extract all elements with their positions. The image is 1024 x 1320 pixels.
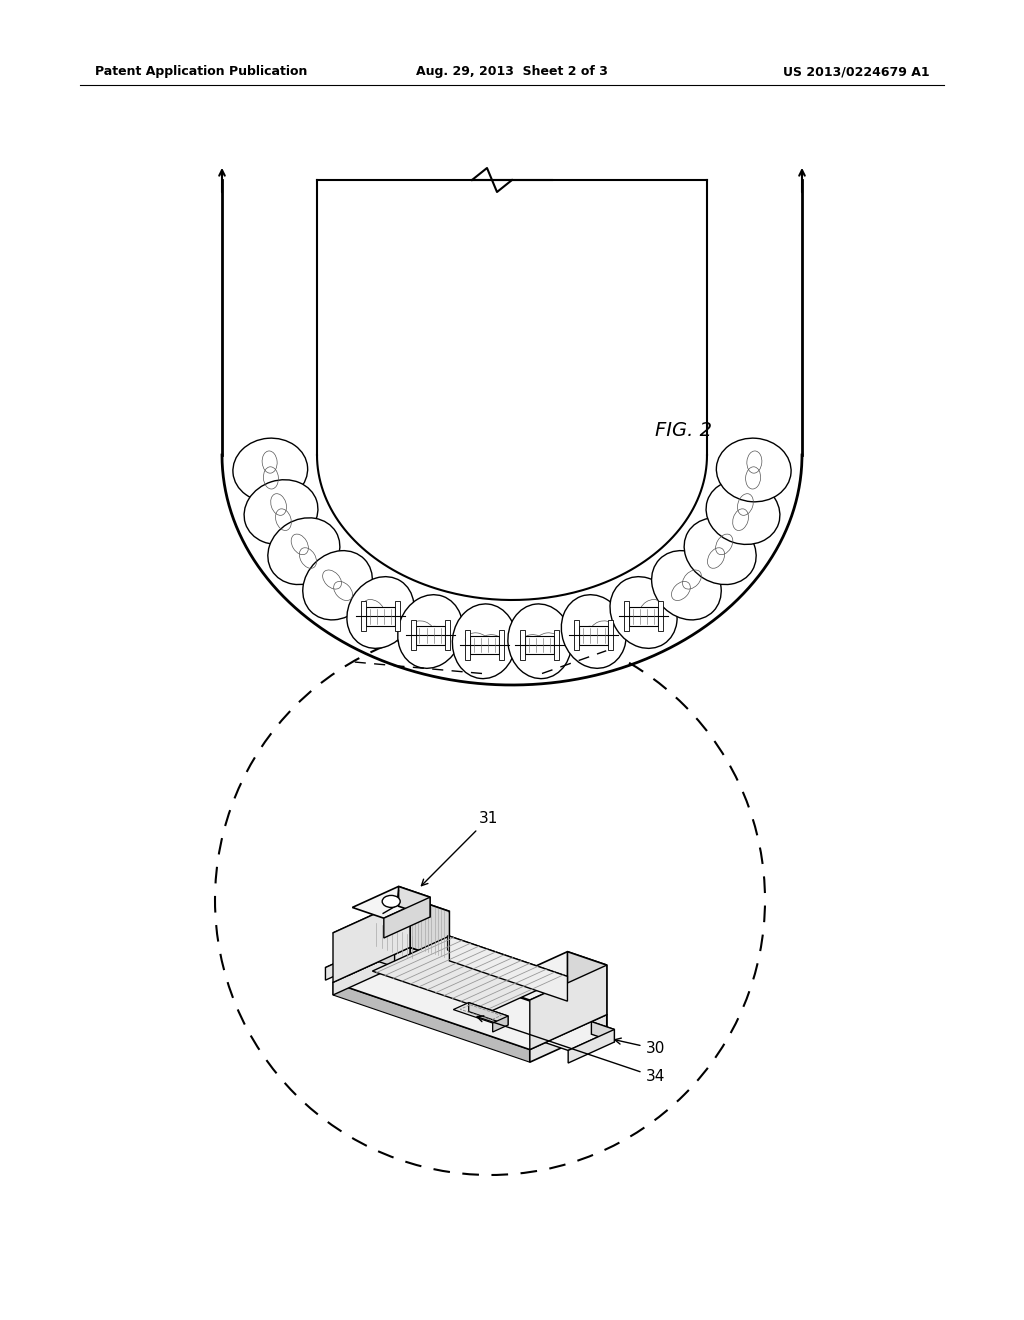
Polygon shape: [450, 936, 567, 1001]
Ellipse shape: [347, 577, 414, 648]
Polygon shape: [529, 965, 607, 1049]
Text: Aug. 29, 2013  Sheet 2 of 3: Aug. 29, 2013 Sheet 2 of 3: [416, 66, 608, 78]
Ellipse shape: [303, 550, 373, 620]
Ellipse shape: [651, 550, 721, 620]
Ellipse shape: [244, 479, 317, 544]
Bar: [465, 630, 470, 660]
Bar: [444, 620, 450, 651]
Polygon shape: [410, 948, 607, 1027]
FancyBboxPatch shape: [580, 626, 608, 644]
Polygon shape: [592, 1022, 614, 1041]
Bar: [624, 602, 629, 631]
Bar: [520, 630, 525, 660]
FancyBboxPatch shape: [525, 636, 554, 655]
Text: Patent Application Publication: Patent Application Publication: [95, 66, 307, 78]
Ellipse shape: [268, 517, 340, 585]
Ellipse shape: [508, 605, 571, 678]
Bar: [395, 602, 400, 631]
Ellipse shape: [382, 895, 400, 907]
Text: 31: 31: [422, 812, 498, 886]
Text: 34: 34: [477, 1016, 665, 1084]
Polygon shape: [454, 1003, 508, 1023]
Polygon shape: [568, 1030, 614, 1063]
Polygon shape: [326, 946, 394, 975]
Polygon shape: [398, 887, 430, 917]
Polygon shape: [567, 952, 607, 1015]
Ellipse shape: [561, 595, 627, 668]
Polygon shape: [410, 898, 450, 961]
Polygon shape: [529, 1015, 607, 1063]
Polygon shape: [490, 952, 607, 1001]
Polygon shape: [333, 898, 410, 982]
Ellipse shape: [707, 479, 780, 544]
Bar: [657, 602, 663, 631]
Polygon shape: [469, 1003, 508, 1026]
FancyBboxPatch shape: [416, 626, 444, 644]
Polygon shape: [333, 948, 410, 995]
Text: US 2013/0224679 A1: US 2013/0224679 A1: [783, 66, 930, 78]
Polygon shape: [326, 946, 372, 981]
Polygon shape: [545, 1022, 614, 1051]
Polygon shape: [373, 936, 567, 1011]
Text: 30: 30: [614, 1038, 665, 1056]
Polygon shape: [384, 898, 430, 939]
Bar: [608, 620, 613, 651]
Bar: [411, 620, 416, 651]
Ellipse shape: [717, 438, 792, 502]
Polygon shape: [493, 1016, 508, 1032]
Bar: [499, 630, 504, 660]
Bar: [554, 630, 559, 660]
Polygon shape: [333, 948, 607, 1049]
Bar: [361, 602, 367, 631]
Bar: [574, 620, 580, 651]
Polygon shape: [372, 946, 394, 968]
Ellipse shape: [684, 517, 756, 585]
Ellipse shape: [453, 605, 516, 678]
FancyBboxPatch shape: [367, 607, 395, 626]
Polygon shape: [352, 887, 430, 919]
FancyBboxPatch shape: [470, 636, 499, 655]
Polygon shape: [333, 982, 529, 1063]
Ellipse shape: [610, 577, 677, 648]
Polygon shape: [447, 936, 450, 950]
Polygon shape: [333, 898, 450, 946]
Text: FIG. 2: FIG. 2: [655, 421, 712, 440]
FancyBboxPatch shape: [629, 607, 657, 626]
Ellipse shape: [232, 438, 307, 502]
Ellipse shape: [397, 595, 463, 668]
